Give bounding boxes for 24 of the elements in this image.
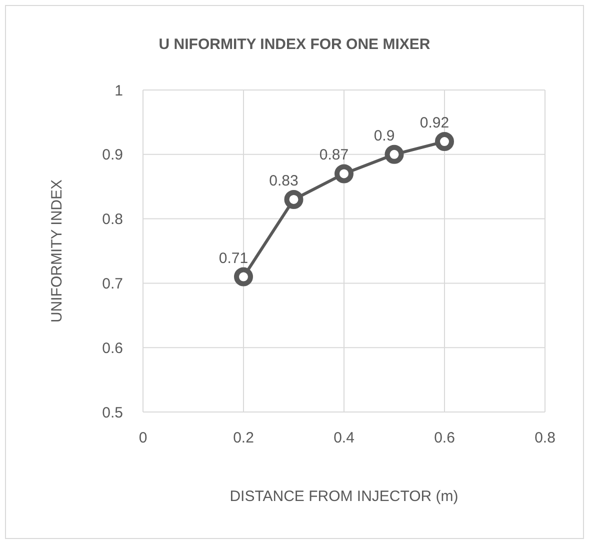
- data-label: 0.9: [374, 127, 395, 144]
- point: [435, 132, 454, 152]
- point: [384, 144, 404, 164]
- x-tick-label: 0.8: [534, 430, 556, 447]
- x-axis-title: DISTANCE FROM INJECTOR (m): [228, 488, 460, 505]
- chart-title: U NIFORMITY INDEX FOR ONE MIXER: [158, 36, 432, 53]
- data-label: 0.71: [218, 250, 248, 267]
- x-tick-label: 0.6: [434, 430, 455, 447]
- y-tick-label: 0.7: [102, 276, 123, 293]
- y-tick-label: 0.9: [102, 146, 123, 164]
- y-tick-label: 0.6: [102, 340, 123, 357]
- y-tick-label: 0.5: [102, 404, 123, 422]
- x-tick-label: 0.2: [233, 430, 254, 447]
- x-tick-label: 0.4: [334, 430, 354, 447]
- point: [284, 190, 304, 209]
- y-axis-title: UNIFORMITY INDEX: [48, 179, 66, 323]
- data-label: 0.87: [319, 146, 349, 164]
- x-tick-label: 0: [138, 430, 148, 447]
- point: [334, 164, 354, 184]
- data-label: 0.83: [269, 172, 298, 190]
- point: [234, 267, 253, 286]
- y-tick-label: 0.8: [102, 211, 123, 228]
- y-tick-label: 1: [114, 82, 123, 100]
- data-label: 0.92: [420, 114, 450, 132]
